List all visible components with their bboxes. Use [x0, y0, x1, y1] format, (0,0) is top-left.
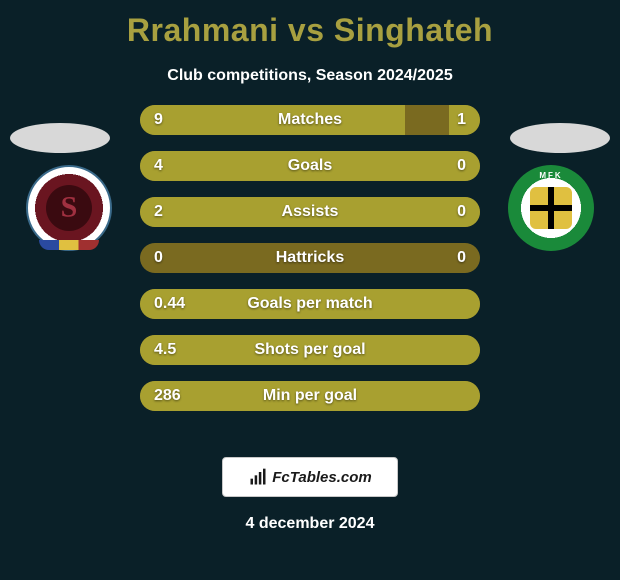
stat-row: 286Min per goal: [140, 381, 480, 411]
stat-row: 91Matches: [140, 105, 480, 135]
stat-row: 20Assists: [140, 197, 480, 227]
halo-right: [510, 123, 610, 153]
stat-label: Matches: [140, 111, 480, 129]
crest-right-label: MFK: [508, 171, 594, 180]
stat-label: Assists: [140, 203, 480, 221]
stat-label: Goals per match: [140, 295, 480, 313]
brand-text: FcTables.com: [272, 469, 371, 486]
halo-left: [10, 123, 110, 153]
crest-stripe: [39, 240, 99, 250]
stat-row: 0.44Goals per match: [140, 289, 480, 319]
stat-label: Hattricks: [140, 249, 480, 267]
stat-row: 00Hattricks: [140, 243, 480, 273]
stat-row: 4.5Shots per goal: [140, 335, 480, 365]
page-title: Rrahmani vs Singhateh: [0, 0, 620, 49]
stat-label: Min per goal: [140, 387, 480, 405]
stat-bars: 91Matches 40Goals 20Assists 00Hattricks 0.44…: [140, 105, 480, 427]
brand-badge[interactable]: FcTables.com: [222, 457, 398, 497]
stat-label: Shots per goal: [140, 341, 480, 359]
comparison-area: MFK 91Matches 40Goals 20Assists 00Hattricks…: [0, 105, 620, 435]
chart-icon: [248, 467, 268, 487]
team-crest-right: MFK: [508, 165, 594, 251]
team-crest-left: [26, 165, 112, 251]
stat-label: Goals: [140, 157, 480, 175]
subtitle: Club competitions, Season 2024/2025: [0, 67, 620, 85]
date-text: 4 december 2024: [0, 515, 620, 533]
stat-row: 40Goals: [140, 151, 480, 181]
